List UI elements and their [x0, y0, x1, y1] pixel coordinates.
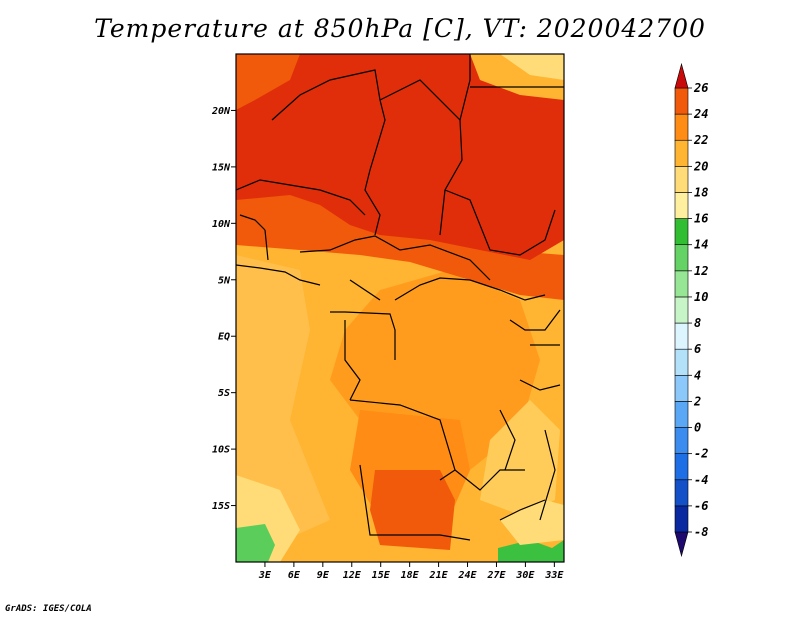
lat-tick-label: 5S — [218, 388, 230, 399]
colorbar-box — [674, 479, 689, 507]
colorbar-box — [674, 87, 689, 115]
temperature-field — [236, 54, 564, 562]
lon-tick-label: 3E — [258, 570, 272, 581]
lon-tick-label: 18E — [401, 570, 420, 581]
lat-tick-label: 10N — [212, 219, 231, 230]
colorbar-label: 22 — [693, 133, 708, 147]
colorbar-label: -2 — [694, 447, 708, 461]
colorbar-box — [674, 322, 689, 350]
colorbar-box — [674, 453, 689, 481]
map-frame — [235, 53, 565, 563]
country-borders — [236, 54, 564, 541]
grads-credit: GrADS: IGES/COLA — [5, 604, 92, 614]
colorbar-box — [674, 244, 689, 272]
colorbar-box — [674, 374, 689, 402]
colorbar-label: 20 — [693, 159, 708, 173]
lat-tick-label: 10S — [212, 445, 230, 456]
colorbar-box — [674, 113, 689, 141]
colorbar-label: 14 — [694, 238, 708, 252]
colorbar-label: 0 — [694, 421, 701, 435]
lon-tick-label: 21E — [429, 570, 449, 581]
lat-tick-label: EQ — [218, 332, 230, 343]
colorbar-box — [674, 401, 689, 428]
lon-tick-label: 9E — [317, 570, 330, 581]
lon-tick-label: 33E — [544, 570, 564, 581]
colorbar-low-triangle — [674, 531, 689, 558]
colorbar-label: 18 — [694, 185, 708, 199]
colorbar-box — [674, 505, 689, 533]
lon-tick-label: 27E — [486, 570, 506, 581]
lat-tick-label: 15S — [212, 501, 230, 512]
colorbar-box — [674, 270, 689, 298]
colorbar-box — [674, 296, 689, 324]
latitude-axis: 20N 15N 10N 5N EQ 5S 10S 15S — [211, 106, 236, 512]
colorbar-label: 26 — [693, 81, 708, 95]
lon-tick-label: 15E — [372, 570, 391, 581]
colorbar-label: -8 — [694, 525, 708, 539]
colorbar-box — [674, 139, 689, 167]
colorbar-label: 2 — [693, 394, 701, 408]
colorbar-high-triangle — [674, 62, 689, 89]
colorbar-box — [674, 427, 689, 454]
lat-tick-label: 5N — [218, 275, 231, 286]
colorbar-label: 4 — [694, 368, 701, 382]
colorbar-label: 24 — [693, 107, 708, 121]
lat-tick-label: 20N — [211, 106, 231, 117]
colorbar-label: 16 — [694, 212, 708, 226]
lon-tick-label: 12E — [343, 570, 362, 581]
colorbar-box — [674, 218, 689, 246]
colorbar-box — [674, 348, 689, 376]
map-title: Temperature at 850hPa [C], VT: 202004270… — [94, 14, 706, 43]
colorbar-label: -4 — [694, 473, 708, 487]
colorbar-box — [674, 192, 689, 219]
lon-tick-label: 30E — [515, 570, 535, 581]
longitude-axis: 3E 6E 9E 12E 15E 18E 21E 24E 27E 30E 33E — [258, 562, 564, 581]
lon-tick-label: 6E — [288, 570, 301, 581]
colorbar-box — [674, 166, 689, 193]
colorbar-label: 12 — [694, 264, 708, 278]
colorbar-label: 6 — [694, 342, 701, 356]
lon-tick-label: 24E — [457, 570, 477, 581]
colorbar-label: 8 — [694, 316, 701, 330]
colorbar-label: 10 — [694, 290, 708, 304]
colorbar-label: -6 — [694, 499, 708, 513]
lat-tick-label: 15N — [212, 162, 231, 173]
